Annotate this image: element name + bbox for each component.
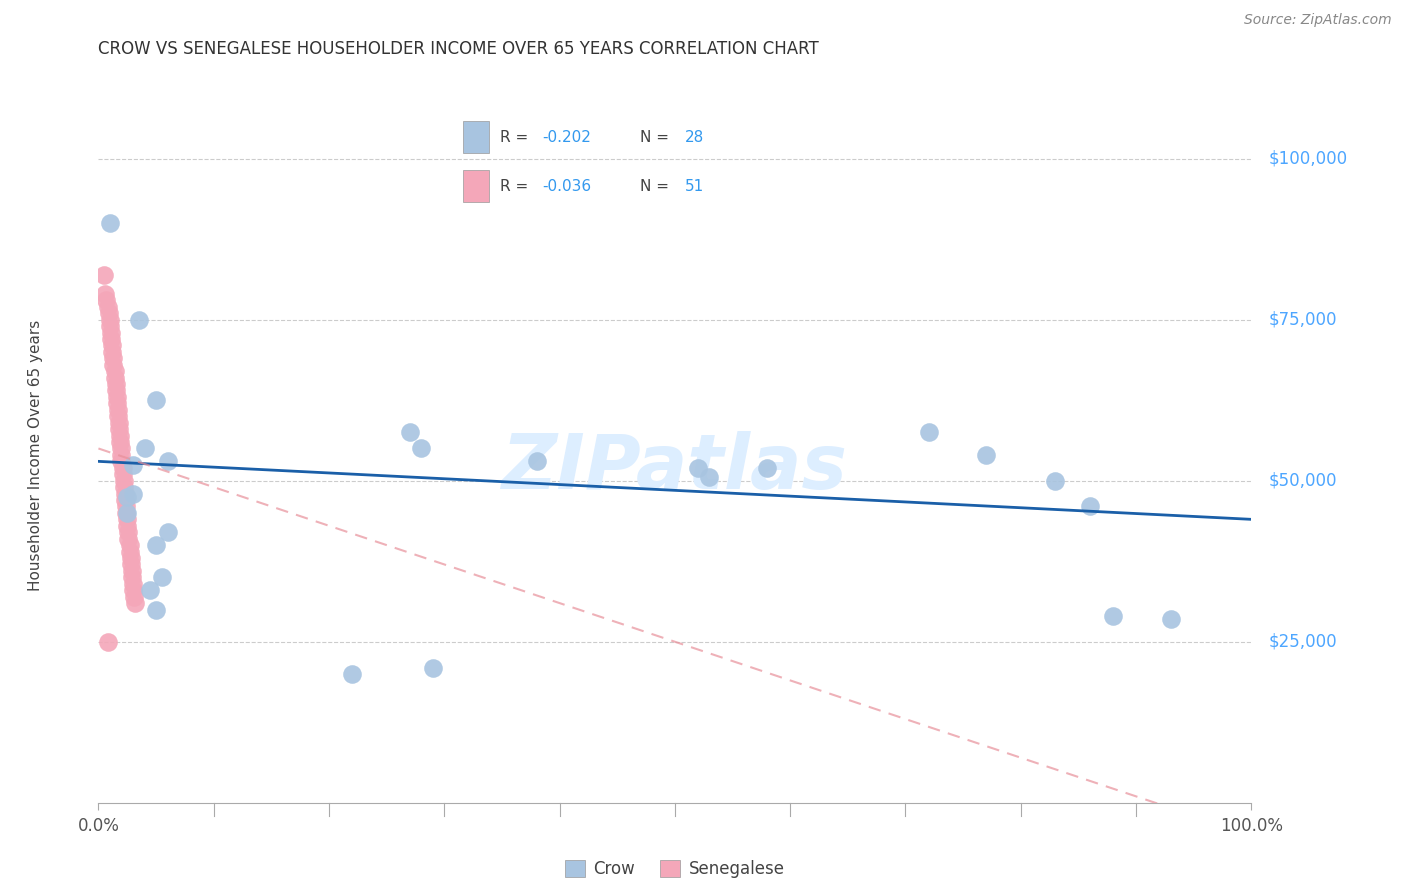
Point [110, 435, 132, 450]
Point [108, 416, 131, 430]
Point [110, 442, 132, 456]
Text: $25,000: $25,000 [1268, 632, 1337, 651]
Point [117, 512, 139, 526]
Point [110, 428, 132, 442]
Point [117, 532, 139, 546]
Point [97, 306, 120, 320]
Point [1102, 609, 1125, 624]
Point [120, 551, 142, 566]
Legend: Crow, Senegalese: Crow, Senegalese [558, 854, 792, 885]
Point [101, 338, 124, 352]
Point [1160, 612, 1182, 626]
Text: Source: ZipAtlas.com: Source: ZipAtlas.com [1244, 13, 1392, 28]
Point [139, 583, 162, 598]
Point [105, 396, 128, 410]
Point [124, 596, 146, 610]
Point [422, 660, 444, 674]
Point [1045, 474, 1067, 488]
Text: $100,000: $100,000 [1268, 150, 1348, 168]
Point [340, 667, 363, 681]
Point [93, 268, 115, 282]
Point [105, 390, 128, 404]
Point [118, 544, 141, 558]
Point [398, 425, 420, 440]
Point [156, 454, 179, 468]
Point [108, 422, 131, 436]
Point [110, 454, 132, 468]
Point [97, 634, 120, 648]
Point [103, 358, 125, 372]
Point [150, 570, 173, 584]
Point [145, 393, 167, 408]
Text: $75,000: $75,000 [1268, 310, 1337, 328]
Point [103, 370, 125, 384]
Point [111, 467, 134, 482]
Point [103, 351, 125, 366]
Point [111, 460, 134, 475]
Point [145, 602, 167, 616]
Point [122, 583, 145, 598]
Point [974, 448, 997, 462]
Point [101, 344, 124, 359]
Point [117, 525, 139, 540]
Point [1078, 500, 1101, 514]
Point [134, 442, 156, 456]
Point [114, 493, 136, 508]
Point [117, 506, 139, 520]
Point [115, 506, 138, 520]
Point [112, 474, 135, 488]
Point [411, 442, 433, 456]
Point [115, 500, 138, 514]
Point [121, 564, 143, 578]
Point [122, 576, 145, 591]
Point [526, 454, 548, 468]
Point [118, 538, 141, 552]
Point [107, 409, 129, 424]
Point [110, 448, 132, 462]
Point [156, 525, 179, 540]
Point [98, 312, 121, 326]
Point [756, 460, 779, 475]
Point [114, 486, 136, 500]
Point [96, 293, 118, 308]
Point [122, 486, 145, 500]
Point [104, 377, 127, 392]
Text: $50,000: $50,000 [1268, 472, 1337, 490]
Point [100, 326, 122, 340]
Point [128, 312, 150, 326]
Point [97, 300, 120, 314]
Point [686, 460, 709, 475]
Text: ZIPatlas: ZIPatlas [502, 431, 848, 505]
Point [145, 538, 167, 552]
Text: Householder Income Over 65 years: Householder Income Over 65 years [28, 319, 42, 591]
Point [98, 216, 121, 230]
Point [112, 480, 135, 494]
Text: CROW VS SENEGALESE HOUSEHOLDER INCOME OVER 65 YEARS CORRELATION CHART: CROW VS SENEGALESE HOUSEHOLDER INCOME OV… [98, 40, 820, 58]
Point [699, 470, 721, 484]
Point [104, 384, 127, 398]
Point [94, 286, 117, 301]
Point [122, 590, 145, 604]
Point [103, 364, 125, 378]
Point [117, 490, 139, 504]
Point [98, 319, 121, 334]
Point [120, 558, 142, 572]
Point [100, 332, 122, 346]
Point [122, 458, 145, 472]
Point [917, 425, 939, 440]
Point [121, 570, 143, 584]
Point [107, 402, 129, 417]
Point [117, 518, 139, 533]
